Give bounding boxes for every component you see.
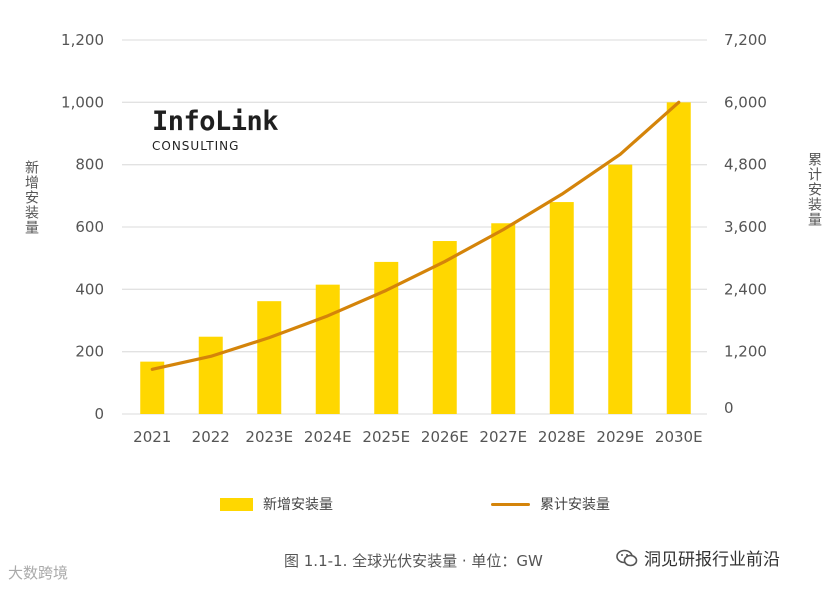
y-tick-right: 2,400 <box>724 280 767 298</box>
y-tick-left: 400 <box>75 280 104 298</box>
y-tick-right: 4,800 <box>724 156 767 174</box>
y-tick-right: 0 <box>724 399 734 417</box>
logo-sub: CONSULTING <box>152 139 240 153</box>
wechat-icon <box>616 549 638 566</box>
x-tick-label: 2027E <box>479 428 527 446</box>
x-tick-label: 2030E <box>655 428 703 446</box>
y-tick-right: 1,200 <box>724 343 767 361</box>
y-tick-left: 200 <box>75 343 104 361</box>
legend-line-swatch <box>491 502 530 506</box>
figure-caption: 图 1.1-1. 全球光伏安装量 · 单位：GW <box>284 552 543 570</box>
bar <box>198 336 223 414</box>
cumulative-line <box>150 100 681 371</box>
x-tick-label: 2021 <box>133 428 171 446</box>
legend-item-new: 新增安装量 <box>220 494 333 514</box>
legend-label-cumulative: 累计安装量 <box>540 497 610 513</box>
x-tick-label: 2022 <box>192 428 230 446</box>
y-tick-left: 600 <box>75 218 104 236</box>
tick-labels: 0 200 400 600 800 1,000 1,200 0 1,200 2,400 3,600 4… <box>61 31 767 446</box>
bar <box>257 301 282 414</box>
y-tick-right: 7,200 <box>724 31 767 49</box>
x-tick-label: 2028E <box>538 428 586 446</box>
watermark-left: 大数跨境 <box>8 564 69 582</box>
bar <box>315 284 340 414</box>
bar <box>666 102 691 414</box>
x-tick-label: 2024E <box>304 428 352 446</box>
legend-item-cumulative: 累计安装量 <box>491 494 610 514</box>
x-tick-label: 2025E <box>362 428 410 446</box>
line-series-cumulative <box>150 100 681 371</box>
x-tick-label: 2029E <box>596 428 644 446</box>
bar <box>608 164 633 414</box>
y-tick-right: 3,600 <box>724 218 767 236</box>
bar <box>432 241 457 414</box>
y-axis-right-title: 累计安装量 <box>806 152 822 227</box>
bar <box>491 223 516 414</box>
y-tick-left: 0 <box>94 405 104 423</box>
y-tick-left: 1,200 <box>61 31 104 49</box>
logo-name: InfoLink <box>152 106 279 137</box>
bar <box>549 202 574 414</box>
y-axis-left-title: 新增安装量 <box>23 160 39 235</box>
y-tick-right: 6,000 <box>724 93 767 111</box>
y-tick-left: 1,000 <box>61 93 104 111</box>
bars <box>140 102 691 414</box>
watermark-right: 洞见研报行业前沿 <box>616 545 780 570</box>
y-tick-left: 800 <box>75 156 104 174</box>
x-tick-label: 2023E <box>245 428 293 446</box>
legend-bar-swatch <box>220 497 253 511</box>
x-tick-label: 2026E <box>421 428 469 446</box>
legend-label-new: 新增安装量 <box>263 497 333 513</box>
watermark-right-text: 洞见研报行业前沿 <box>644 550 780 570</box>
infolink-logo: InfoLink CONSULTING <box>152 106 279 153</box>
